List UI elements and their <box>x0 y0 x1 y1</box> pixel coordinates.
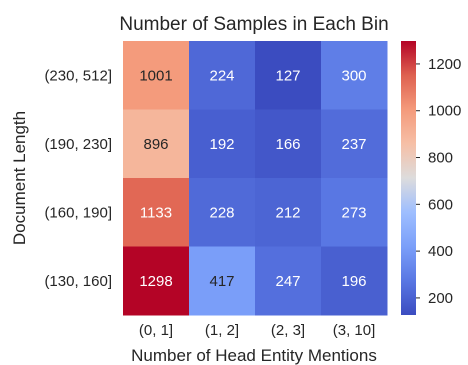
colorbar-tick-label: 1200 <box>428 56 461 73</box>
colorbar-ticks: 200 400 600 800 1000 1200 <box>416 56 461 307</box>
heatmap-cell <box>189 41 256 110</box>
heatmap-cell <box>255 178 322 247</box>
heatmap-cell <box>123 41 190 110</box>
colorbar: 200 400 600 800 1000 1200 <box>401 41 461 315</box>
heatmap-cell <box>123 178 190 247</box>
cell-value-label: 1298 <box>139 273 172 290</box>
cell-value-label: 166 <box>275 136 300 153</box>
heatmap-cell <box>321 178 388 247</box>
cell-value-label: 212 <box>275 204 300 221</box>
heatmap-cell <box>189 178 256 247</box>
colorbar-tick-label: 800 <box>428 150 453 167</box>
cell-value-label: 417 <box>209 273 234 290</box>
heatmap-cell <box>255 109 322 179</box>
cell-value-label: 224 <box>209 67 234 84</box>
cell-value-label: 127 <box>275 67 300 84</box>
cell-value-label: 1001 <box>139 67 172 84</box>
y-tick-label: (130, 160] <box>44 273 112 290</box>
y-tick-label: (160, 190] <box>44 204 112 221</box>
heatmap-cell <box>321 246 388 316</box>
cell-value-label: 896 <box>143 136 168 153</box>
cell-value-label: 196 <box>341 273 366 290</box>
x-tick-label: (1, 2] <box>205 322 239 339</box>
x-tick-label: (2, 3] <box>271 322 305 339</box>
y-tick-label: (230, 512] <box>44 67 112 84</box>
colorbar-tick-label: 400 <box>428 243 453 260</box>
heatmap-cell <box>189 109 256 179</box>
cell-value-label: 192 <box>209 136 234 153</box>
x-tick-labels: (0, 1] (1, 2] (2, 3] (3, 10] <box>139 322 375 339</box>
heatmap-cell <box>123 109 190 179</box>
heatmap-cell <box>123 246 190 316</box>
heatmap-cell <box>189 246 256 316</box>
colorbar-tick-label: 600 <box>428 196 453 213</box>
chart-title: Number of Samples in Each Bin <box>119 14 388 35</box>
colorbar-tick-label: 200 <box>428 290 453 307</box>
colorbar-tick-label: 1000 <box>428 103 461 120</box>
x-axis-label: Number of Head Entity Mentions <box>131 346 377 365</box>
cell-value-label: 300 <box>341 67 366 84</box>
cell-value-label: 1133 <box>140 204 172 221</box>
y-tick-label: (190, 230] <box>44 136 112 153</box>
heatmap-cell <box>321 41 388 110</box>
heatmap-cell <box>255 41 322 110</box>
cell-value-label: 228 <box>209 204 234 221</box>
heatmap-cell <box>321 109 388 179</box>
y-axis-label: Document Length <box>10 111 29 245</box>
colorbar-gradient <box>401 41 416 315</box>
cell-value-label: 237 <box>341 136 366 153</box>
x-tick-label: (3, 10] <box>333 322 376 339</box>
heatmap-cell <box>255 246 322 316</box>
x-tick-label: (0, 1] <box>139 322 173 339</box>
cell-value-label: 247 <box>275 273 300 290</box>
y-tick-labels: (230, 512] (190, 230] (160, 190] (130, 160] <box>44 67 112 290</box>
cell-value-label: 273 <box>341 204 366 221</box>
heatmap-cells: 1001 224 127 300 896 192 166 237 1133 228 212 273 12… <box>123 41 388 316</box>
